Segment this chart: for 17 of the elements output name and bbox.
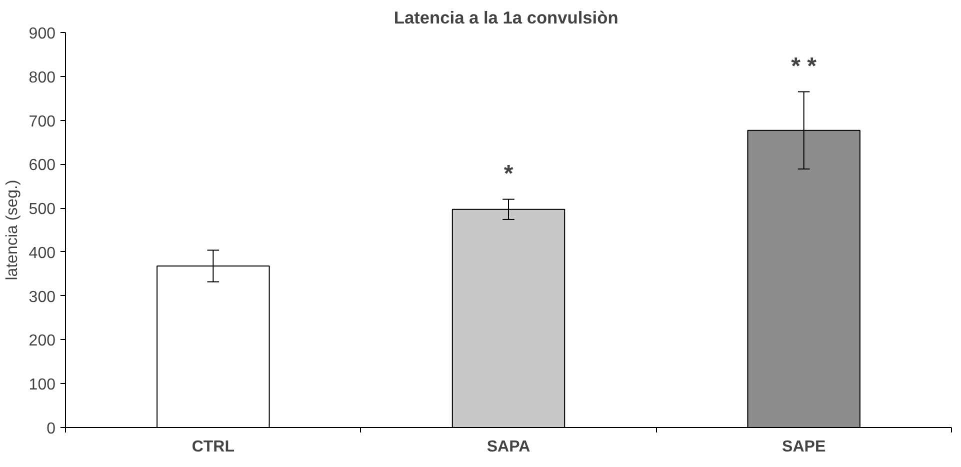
y-tick-label: 500 — [28, 201, 56, 218]
y-axis-title: latencia (seg.) — [4, 180, 21, 280]
annotation: * — [504, 160, 514, 188]
y-tick-label: 0 — [46, 420, 56, 438]
y-tick-label: 400 — [28, 244, 56, 262]
y-tick-label: 800 — [28, 69, 56, 86]
y-tick-label: 300 — [28, 288, 56, 306]
y-tick-label: 600 — [28, 157, 56, 174]
x-tick-label: CTRL — [192, 438, 235, 456]
y-tick-label: 200 — [28, 332, 56, 350]
y-tick-label: 900 — [28, 26, 56, 42]
chart-title: Latencia a la 1a convulsiòn — [394, 8, 618, 28]
annotation: * * — [791, 52, 818, 80]
x-tick-label: SAPA — [486, 438, 531, 456]
x-tick-label: SAPE — [782, 438, 826, 456]
y-tick-label: 700 — [28, 113, 56, 130]
y-tick-label: 100 — [28, 376, 56, 394]
